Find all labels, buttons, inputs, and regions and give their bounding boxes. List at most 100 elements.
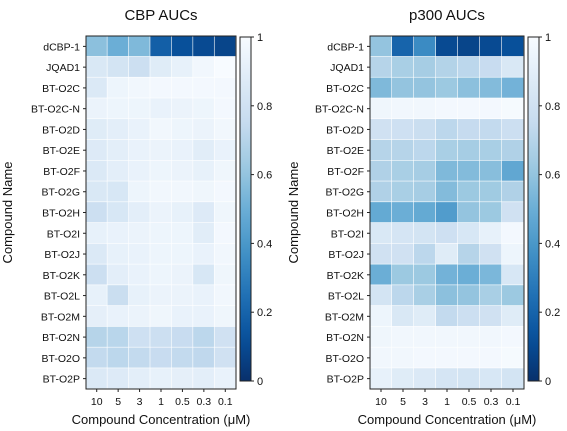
heatmap-cell [370, 222, 392, 244]
heatmap-cell [436, 160, 458, 181]
heatmap-cell [193, 202, 214, 223]
y-tick-label: BT-O2E [327, 145, 364, 157]
heatmap-cell [414, 139, 436, 160]
heatmap-cell [502, 368, 524, 389]
heatmap-cell [193, 181, 214, 202]
heatmap-cell [392, 264, 414, 285]
heatmap-cell [414, 222, 436, 244]
y-axis-label: Compound Name [286, 162, 301, 264]
colorbar [239, 36, 252, 382]
heatmap-cell [370, 36, 392, 57]
heatmap-cell [193, 98, 214, 119]
y-tick-label: JQAD1 [330, 62, 364, 74]
heatmap-cell [214, 222, 236, 244]
heatmap-cell [128, 139, 150, 160]
heatmap-cell [107, 98, 129, 119]
y-tick-label: BT-O2C [42, 83, 80, 95]
heatmap-cell [502, 285, 524, 306]
heatmap-cell [392, 347, 414, 368]
heatmap-cell [480, 368, 502, 389]
heatmap-panel-1: p300 AUCs dCBP-1 JQAD1 BT-O2C BT-O2C-N BT-O2D… [286, 7, 560, 427]
heatmap-cell [480, 347, 502, 368]
x-tick-label: 5 [400, 396, 406, 408]
heatmap-cell [414, 285, 436, 306]
heatmap-cell [86, 305, 107, 327]
y-tick-label: BT-O2G [41, 187, 80, 199]
x-tick-label: 5 [115, 396, 121, 408]
heatmap-cell [128, 98, 150, 119]
heatmap-cell [458, 368, 480, 389]
y-tick-label: dCBP-1 [43, 41, 80, 53]
heatmap-cell [502, 347, 524, 368]
heatmap-cell [193, 77, 214, 98]
heatmap-cell [107, 36, 129, 57]
y-tick-label: BT-O2J [328, 249, 364, 261]
heatmap-cell [171, 368, 193, 389]
heatmap-cell [414, 264, 436, 285]
heatmap-cell [171, 264, 193, 285]
heatmap-cell [86, 285, 107, 306]
heatmap-cell [458, 98, 480, 119]
heatmap-cell [107, 368, 129, 389]
heatmap-cell [458, 181, 480, 202]
colorbar-tick-label: 0.4 [257, 238, 272, 250]
y-tick-label: BT-O2F [327, 166, 364, 178]
heatmap-cell [86, 264, 107, 285]
heatmap-cell [436, 77, 458, 98]
heatmap-cell [392, 160, 414, 181]
heatmap-cell [458, 160, 480, 181]
heatmap-cell [414, 160, 436, 181]
heatmap-cell [480, 326, 502, 347]
heatmap-cell [436, 222, 458, 244]
colorbar-tick-label: 0.6 [545, 170, 560, 182]
heatmap-cell [171, 139, 193, 160]
heatmap-cell [480, 305, 502, 327]
heatmap-cell [392, 243, 414, 264]
heatmap-cell [480, 77, 502, 98]
y-tick-label: BT-O2M [325, 311, 364, 323]
heatmap-cell [392, 285, 414, 306]
heatmap-cell [414, 243, 436, 264]
heatmap-cell [150, 202, 172, 223]
y-tick-label: BT-O2J [44, 249, 80, 261]
heatmap-cell [86, 36, 107, 57]
heatmap-cell [502, 77, 524, 98]
heatmap-cell [480, 139, 502, 160]
heatmap-cell [214, 139, 236, 160]
heatmap-cell [128, 264, 150, 285]
heatmap-cell [214, 119, 236, 140]
heatmap-cell [193, 119, 214, 140]
heatmap-cell [107, 305, 129, 327]
heatmap-cell [370, 264, 392, 285]
heatmap-cell [128, 222, 150, 244]
heatmap-cell [214, 243, 236, 264]
heatmap-cell [171, 160, 193, 181]
heatmap-cell [214, 98, 236, 119]
heatmap-cell [370, 326, 392, 347]
colorbar-tick-label: 0.8 [545, 101, 560, 113]
heatmap-cell [458, 305, 480, 327]
y-tick-label: dCBP-1 [327, 41, 364, 53]
heatmap-cell [436, 368, 458, 389]
heatmap-cell [502, 56, 524, 77]
heatmap-cell [502, 98, 524, 119]
y-tick-label: BT-O2C-N [31, 104, 80, 116]
heatmap-cell [414, 56, 436, 77]
heatmap-cell [171, 222, 193, 244]
heatmap-cell [458, 243, 480, 264]
heatmap-cell [436, 56, 458, 77]
heatmap-cell [150, 222, 172, 244]
heatmap-cell [150, 98, 172, 119]
heatmap-cell [436, 139, 458, 160]
heatmap-cell [214, 77, 236, 98]
y-tick-label: BT-O2N [326, 332, 364, 344]
x-tick-label: 0.5 [175, 396, 190, 408]
heatmap-cell [502, 139, 524, 160]
heatmap-cell [392, 139, 414, 160]
heatmap-cell [214, 305, 236, 327]
heatmap-cell [502, 326, 524, 347]
heatmap-cell [193, 222, 214, 244]
heatmap-cell [370, 56, 392, 77]
heatmap-cell [392, 305, 414, 327]
heatmap-cell [458, 347, 480, 368]
